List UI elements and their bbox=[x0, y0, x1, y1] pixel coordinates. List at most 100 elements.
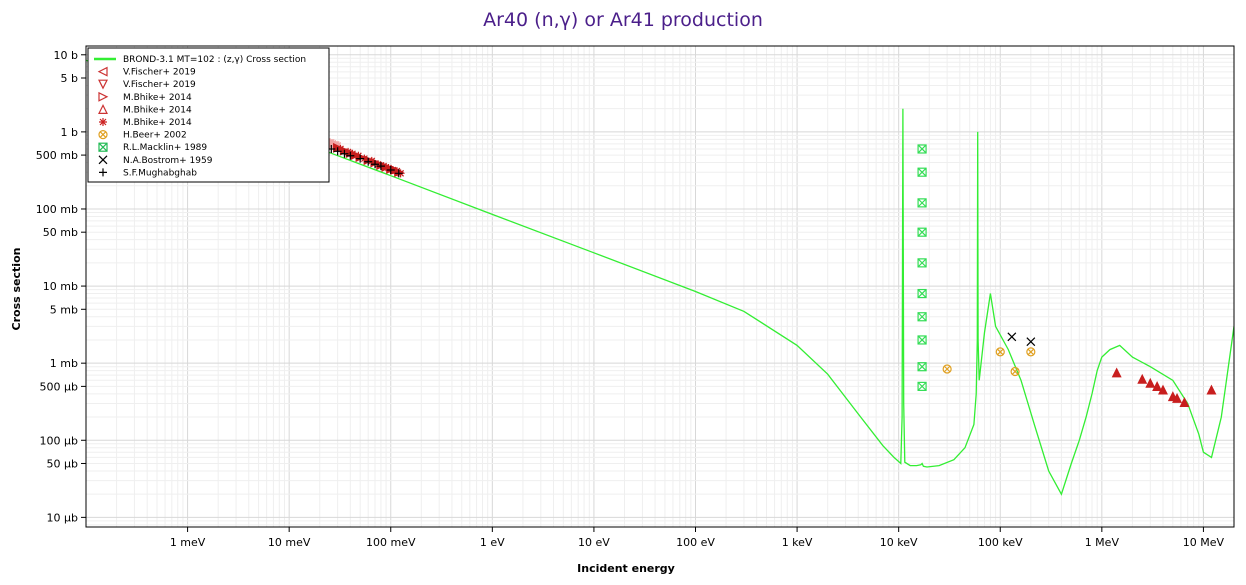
grid-lines bbox=[85, 46, 1235, 527]
y-tick-label: 50 mb bbox=[43, 226, 78, 239]
data-point bbox=[917, 258, 927, 268]
legend: BROND-3.1 MT=102 : (z,γ) Cross section V.… bbox=[87, 47, 330, 183]
legend-marker bbox=[98, 142, 108, 152]
legend-marker bbox=[98, 155, 108, 165]
y-axis-label: Cross section bbox=[10, 248, 23, 331]
data-point bbox=[917, 362, 927, 372]
legend-marker bbox=[98, 142, 108, 152]
legend-label: M.Bhike+ 2014 bbox=[123, 93, 192, 103]
y-tick-label: 1 mb bbox=[50, 357, 78, 370]
data-point bbox=[917, 362, 927, 372]
x-tick-label: 10 eV bbox=[578, 536, 610, 549]
legend-label: M.Bhike+ 2014 bbox=[123, 105, 192, 115]
y-tick-label: 1 b bbox=[61, 126, 78, 139]
data-point bbox=[333, 147, 342, 156]
series-9 bbox=[327, 144, 403, 178]
data-point bbox=[917, 227, 927, 237]
legend-marker bbox=[98, 79, 108, 90]
data-point bbox=[1152, 381, 1163, 391]
data-point bbox=[336, 144, 345, 153]
data-point bbox=[344, 147, 353, 156]
y-tick-label: 50 µb bbox=[47, 457, 78, 470]
y-tick-label: 100 µb bbox=[40, 434, 78, 447]
data-point bbox=[1158, 384, 1168, 395]
x-tick-label: 100 meV bbox=[366, 536, 416, 549]
data-point bbox=[1026, 347, 1036, 357]
data-point bbox=[348, 149, 357, 158]
series-6 bbox=[942, 347, 1036, 377]
legend-label: N.A.Bostrom+ 1959 bbox=[123, 156, 213, 166]
data-point bbox=[392, 167, 401, 176]
data-point bbox=[367, 156, 376, 165]
x-tick-label: 100 keV bbox=[978, 536, 1023, 549]
y-tick-label: 10 µb bbox=[47, 511, 78, 524]
data-point bbox=[340, 149, 349, 158]
x-axis-label: Incident energy bbox=[577, 562, 675, 575]
legend-label: H.Beer+ 2002 bbox=[123, 131, 187, 141]
x-tick-label: 10 keV bbox=[880, 536, 918, 549]
legend-marker bbox=[98, 104, 108, 114]
data-point bbox=[996, 348, 1004, 356]
data-point bbox=[356, 154, 365, 163]
data-point bbox=[917, 167, 927, 177]
data-point bbox=[943, 365, 951, 373]
data-point bbox=[917, 335, 927, 345]
legend-marker bbox=[99, 118, 107, 126]
data-point bbox=[1172, 392, 1183, 403]
data-point bbox=[917, 198, 927, 208]
x-tick-label: 10 meV bbox=[268, 536, 311, 549]
legend-marker bbox=[99, 131, 107, 139]
plot-frame bbox=[85, 45, 1235, 528]
data-point bbox=[917, 335, 927, 345]
y-tick-label: 10 b bbox=[54, 49, 78, 62]
data-point bbox=[1027, 348, 1035, 356]
data-point bbox=[1007, 332, 1017, 342]
data-point bbox=[917, 167, 927, 177]
legend-label: M.Bhike+ 2014 bbox=[123, 118, 192, 128]
x-tick-label: 100 eV bbox=[676, 536, 715, 549]
data-point bbox=[917, 381, 927, 391]
series-5 bbox=[1111, 367, 1217, 407]
legend-marker bbox=[99, 168, 107, 177]
data-point bbox=[995, 347, 1005, 357]
data-point bbox=[917, 258, 927, 268]
y-tick-label: 10 mb bbox=[43, 280, 78, 293]
x-tick-label: 1 meV bbox=[170, 536, 206, 549]
y-tick-label: 500 mb bbox=[36, 149, 78, 162]
x-tick-label: 1 eV bbox=[480, 536, 505, 549]
data-point bbox=[917, 144, 927, 154]
y-tick-label: 5 mb bbox=[50, 303, 78, 316]
legend-label: S.F.Mughabghab bbox=[123, 168, 197, 178]
y-tick-label: 100 mb bbox=[36, 203, 78, 216]
data-point bbox=[354, 151, 363, 160]
data-point bbox=[917, 227, 927, 237]
data-point bbox=[917, 381, 927, 391]
data-point bbox=[917, 289, 927, 298]
data-point bbox=[917, 288, 927, 299]
data-point bbox=[917, 312, 927, 322]
series-8 bbox=[1007, 332, 1036, 347]
legend-marker bbox=[97, 66, 108, 77]
data-point bbox=[1011, 368, 1019, 375]
data-point bbox=[1137, 373, 1148, 384]
y-tick-label: 5 b bbox=[61, 72, 78, 85]
legend-label: V.Fischer+ 2019 bbox=[123, 80, 196, 90]
legend-box bbox=[87, 47, 330, 183]
series-0 bbox=[86, 59, 1234, 496]
data-point bbox=[917, 312, 927, 322]
data-point bbox=[917, 144, 927, 154]
data-point bbox=[917, 198, 927, 208]
legend-label: V.Fischer+ 2019 bbox=[123, 68, 196, 78]
legend-label: BROND-3.1 MT=102 : (z,γ) Cross section bbox=[123, 55, 306, 65]
legend-label: R.L.Macklin+ 1989 bbox=[123, 143, 207, 153]
legend-marker bbox=[98, 130, 108, 140]
data-point bbox=[376, 162, 385, 171]
data-point bbox=[942, 364, 952, 374]
y-tick-label: 500 µb bbox=[40, 380, 78, 393]
data-point bbox=[1111, 367, 1122, 378]
legend-marker bbox=[98, 91, 109, 102]
data-point bbox=[364, 157, 373, 166]
data-point bbox=[1206, 384, 1217, 395]
